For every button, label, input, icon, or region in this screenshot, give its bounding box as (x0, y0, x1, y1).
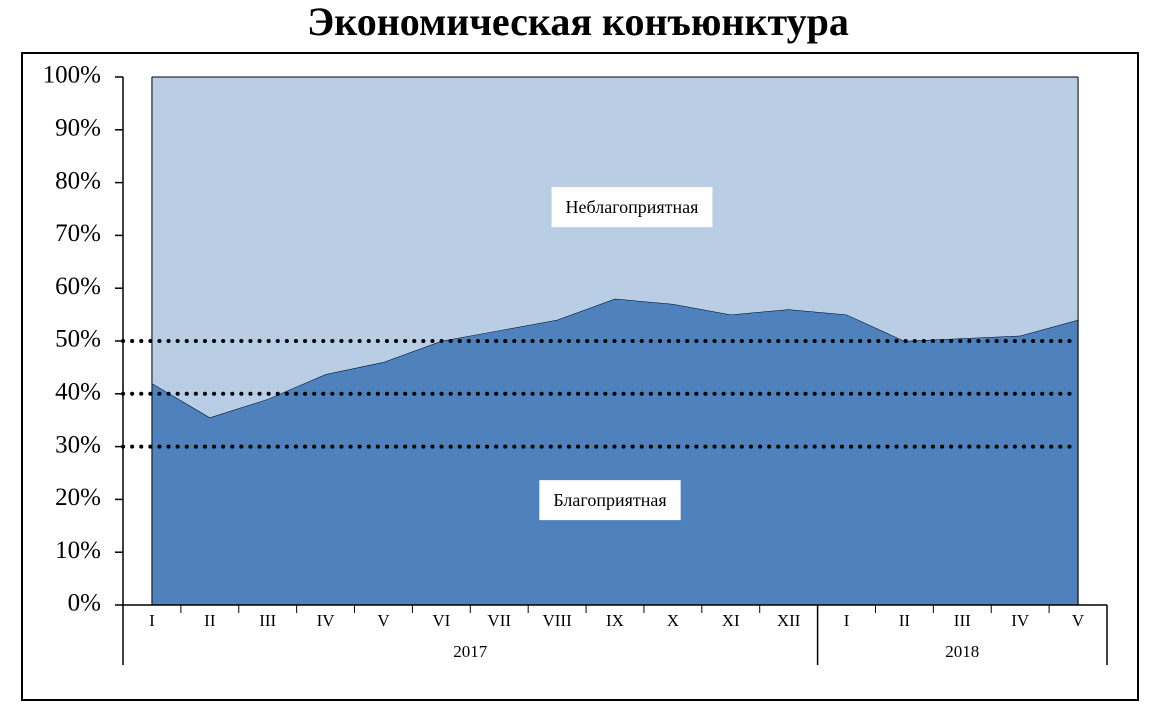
y-tick-label: 70% (55, 220, 101, 247)
x-tick-label: IX (606, 611, 624, 630)
x-tick-label: I (844, 611, 850, 630)
x-tick-label: I (149, 611, 155, 630)
group-label: 2018 (945, 642, 979, 661)
x-tick-label: III (954, 611, 971, 630)
x-tick-label: IV (1011, 611, 1030, 630)
y-tick-label: 10% (55, 537, 101, 564)
chart-frame (21, 52, 1139, 701)
y-tick-label: 20% (55, 484, 101, 511)
x-tick-label: XII (777, 611, 801, 630)
area-label-box (551, 187, 713, 228)
area-label-box (539, 480, 681, 521)
y-tick-label: 0% (68, 590, 101, 617)
x-tick-label: V (1072, 611, 1085, 630)
x-tick-label: VIII (542, 611, 572, 630)
y-tick-label: 50% (55, 326, 101, 353)
chart-title: Экономическая конъюнктура (307, 0, 849, 44)
x-tick-label: II (899, 611, 911, 630)
y-tick-label: 90% (55, 115, 101, 142)
group-label: 2017 (453, 642, 488, 661)
y-tick-label: 100% (43, 62, 101, 89)
x-tick-label: V (377, 611, 390, 630)
x-tick-label: XI (722, 611, 740, 630)
x-tick-label: VII (487, 611, 511, 630)
y-tick-label: 30% (55, 431, 101, 458)
area (151, 77, 1079, 418)
area-label: Неблагоприятная (566, 197, 699, 217)
y-tick-label: 40% (55, 379, 101, 406)
x-tick-label: III (259, 611, 276, 630)
x-tick-label: VI (432, 611, 450, 630)
y-tick-label: 80% (55, 167, 101, 194)
x-tick-label: IV (317, 611, 336, 630)
area-label: Благоприятная (553, 490, 666, 510)
x-tick-label: X (667, 611, 679, 630)
y-tick-label: 60% (55, 273, 101, 300)
x-tick-label: II (204, 611, 216, 630)
